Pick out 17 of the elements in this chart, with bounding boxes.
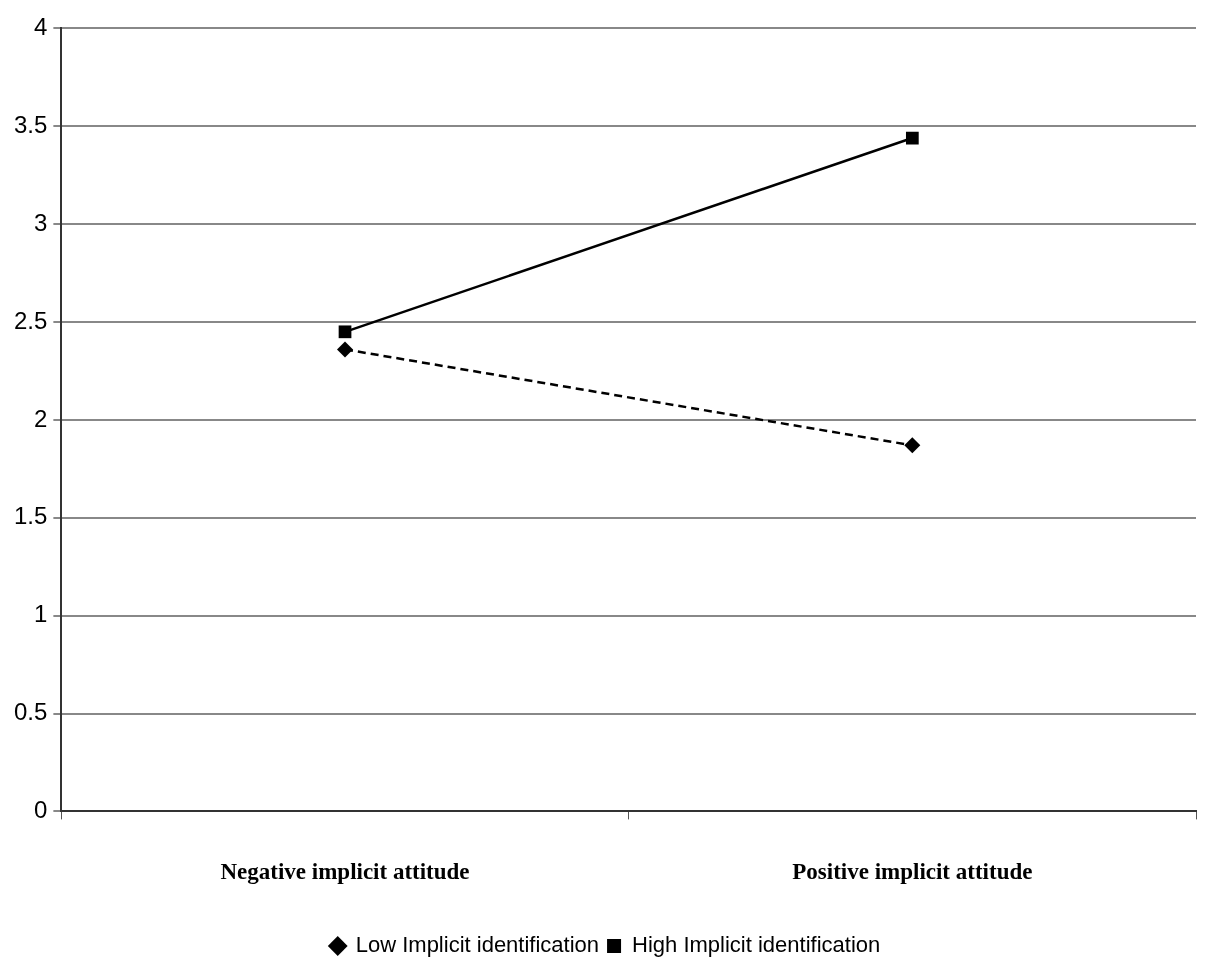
- x-tick-label: Negative implicit attitude: [220, 859, 470, 885]
- y-tick-label: 4: [34, 13, 48, 41]
- y-tick-label: 2: [34, 404, 48, 432]
- y-tick-label: 2.5: [13, 306, 48, 334]
- legend-label: High Implicit identification: [632, 932, 881, 958]
- y-tick-label: 0: [34, 796, 48, 824]
- y-tick-label: 1: [34, 600, 48, 628]
- point: [905, 131, 919, 145]
- point: [904, 437, 921, 454]
- point: [337, 341, 354, 358]
- x-tick-label: Positive implicit attitude: [792, 859, 1033, 885]
- point: [338, 325, 352, 339]
- y-tick-label: 3: [34, 208, 48, 236]
- y-tick-label: 3.5: [13, 110, 48, 138]
- legend-label: Low Implicit identification: [355, 932, 600, 958]
- y-tick-label: 1.5: [13, 502, 48, 530]
- y-tick-label: 0.5: [13, 698, 48, 726]
